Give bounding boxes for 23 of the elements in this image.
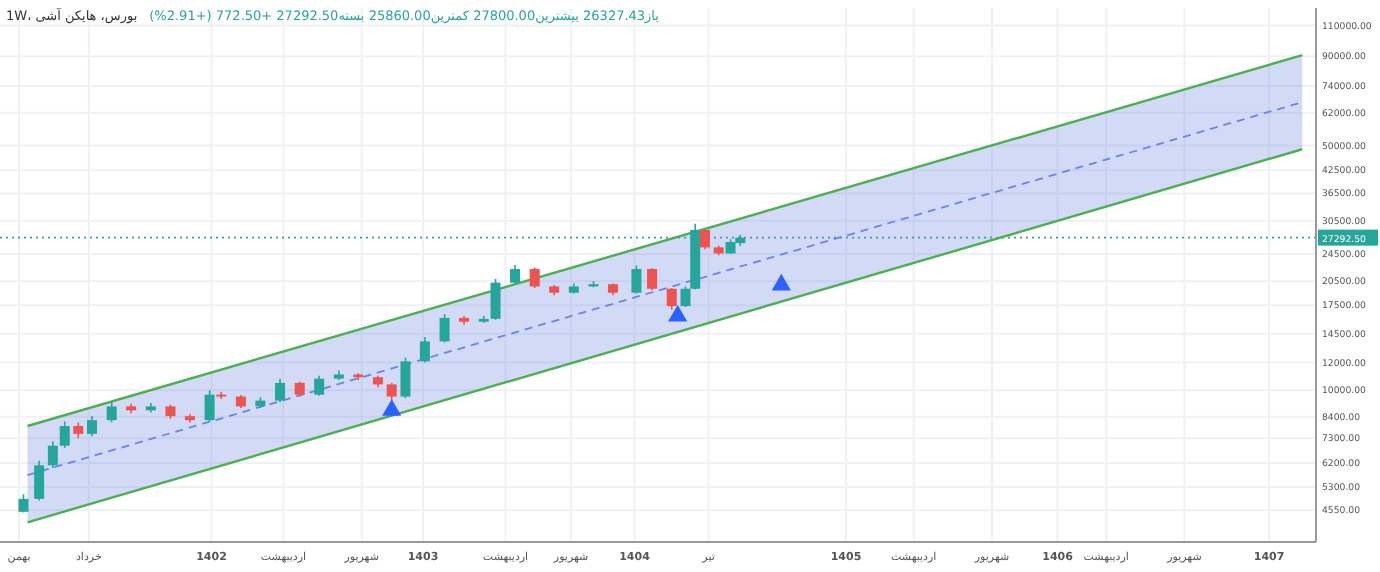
- candlestick: [510, 264, 521, 285]
- candlestick: [529, 266, 540, 289]
- candlestick: [631, 264, 642, 295]
- point: [771, 273, 791, 291]
- candlestick: [647, 267, 658, 292]
- candlestick: [439, 313, 450, 344]
- candlestick: [275, 377, 286, 404]
- candlestick: [419, 336, 430, 364]
- candlestick: [490, 278, 501, 321]
- candlestick: [204, 389, 215, 423]
- candlestick: [216, 391, 227, 400]
- candlestick: [47, 440, 58, 469]
- candlestick: [87, 415, 98, 437]
- candlestick: [106, 401, 117, 424]
- candlestick: [314, 375, 325, 397]
- point: [382, 399, 402, 416]
- candlestick: [666, 287, 677, 311]
- candlestick: [400, 356, 411, 399]
- candlestick: [680, 285, 691, 308]
- point: [668, 304, 688, 322]
- candlestick: [34, 459, 45, 502]
- candlestick: [699, 228, 710, 250]
- candlestick: [59, 420, 70, 449]
